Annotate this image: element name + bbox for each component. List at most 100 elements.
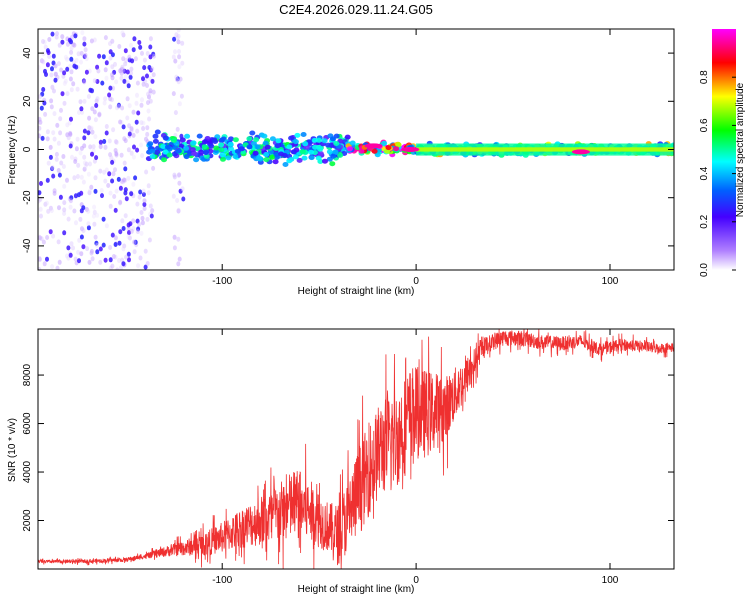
spectrogram-cell <box>125 96 130 102</box>
spectrogram-cell <box>179 93 184 99</box>
spectrogram-cell <box>122 177 126 183</box>
spectrogram-cell <box>93 117 98 123</box>
spectrogram-cell <box>122 136 127 142</box>
spectrogram-cell <box>148 88 153 94</box>
snr-y-tick-label: 4000 <box>22 460 33 483</box>
snr-frame <box>37 328 675 570</box>
spectrogram-cell <box>39 58 44 64</box>
spectrogram-cell <box>89 248 94 254</box>
spectrogram-cell <box>94 155 99 161</box>
spectrogram-cell <box>101 54 106 60</box>
spectrogram-cell <box>180 40 185 46</box>
spectrogram-cell <box>125 115 130 121</box>
spectrogram-cell <box>95 242 99 248</box>
spectrogram-cell <box>76 51 81 57</box>
spectrogram-cell <box>131 181 136 187</box>
spectrogram-cell <box>50 31 55 37</box>
spectrogram-cell <box>183 154 190 160</box>
spectrogram-cell <box>97 53 102 59</box>
spectrogram-cell <box>102 169 107 175</box>
spectrogram-cell <box>213 145 220 151</box>
spectrogram-cell <box>93 175 98 181</box>
spectrogram-cell <box>63 78 68 84</box>
spectrogram-cell <box>381 140 388 146</box>
spectrogram-cell <box>113 139 118 145</box>
spectrogram-cell <box>53 77 58 83</box>
spectrogram-cell <box>90 129 95 135</box>
spectrogram-cell <box>76 162 81 168</box>
spectrogram-cell <box>126 147 131 153</box>
spectrogram-cell <box>175 76 180 82</box>
spectrogram-cell <box>111 254 116 259</box>
spectrogram-cell <box>49 72 54 78</box>
spectrogram-cell <box>78 150 83 156</box>
spectrogram-cell <box>38 256 42 261</box>
spectrogram-cell <box>68 198 73 204</box>
spectrogram-cell <box>118 199 123 205</box>
spectrogram-cell <box>322 158 328 164</box>
spectrogram-cell <box>264 144 271 150</box>
spectrogram-cell <box>140 50 144 56</box>
spectrogram-cell <box>40 135 45 141</box>
spectrogram-cell <box>145 131 150 137</box>
spectrogram-cell <box>131 47 136 53</box>
spectrogram-cell <box>131 225 136 231</box>
spectrogram-cell <box>317 146 324 152</box>
spectrogram-cell <box>300 132 307 137</box>
spectrogram-cell <box>147 116 152 122</box>
spectrogram-cell <box>172 174 177 180</box>
spectrogram-cell <box>282 162 289 167</box>
spectrogram-cell <box>135 128 140 134</box>
spectrogram-cell <box>225 155 232 161</box>
spectrogram-cell <box>161 157 167 163</box>
spectrogram-cell <box>77 258 81 264</box>
spectrogram-cell <box>38 256 42 262</box>
spectrogram-cell <box>147 237 152 243</box>
spectrogram-cell <box>315 137 322 143</box>
spectrogram-cell <box>154 149 161 155</box>
spectrogram-cell <box>127 235 132 241</box>
spectrogram-cell <box>203 153 210 159</box>
spectrogram-cell <box>38 190 42 196</box>
spectrogram-y-tick-label: 20 <box>22 95 33 107</box>
spectrogram-cell <box>65 41 70 47</box>
spectrogram-cell <box>315 155 322 161</box>
spectrogram-cell <box>93 188 98 194</box>
spectrogram-cell <box>162 135 169 141</box>
spectrogram-cell <box>275 138 282 144</box>
spectrogram-cell <box>103 257 108 263</box>
spectrogram-cell <box>57 42 62 48</box>
spectrogram-cell <box>51 53 56 59</box>
spectrogram-cell <box>69 195 74 201</box>
spectrogram-cell <box>198 149 205 155</box>
spectrogram-cell <box>172 172 177 178</box>
spectrogram-cell <box>135 92 139 98</box>
spectrogram-cell <box>91 144 96 150</box>
spectrogram-cell <box>89 126 93 132</box>
spectrogram-cell <box>79 174 84 180</box>
spectrogram-cell <box>120 64 125 70</box>
spectrogram-cell <box>100 80 105 86</box>
spectrogram-cell <box>60 39 65 45</box>
spectrogram-cell <box>125 69 130 75</box>
spectrogram-cell <box>176 236 181 242</box>
spectrogram-cell <box>82 166 87 172</box>
spectrogram-cell <box>123 138 128 144</box>
spectrogram-cell <box>52 190 57 196</box>
spectrogram-panel: -100 0 100 -40 -20 0 20 40 Height of straight l… <box>7 28 675 297</box>
spectrogram-cell <box>116 176 121 182</box>
snr-x-tick-label: -100 <box>212 575 232 586</box>
spectrogram-hotspot <box>364 143 383 149</box>
spectrogram-cell <box>173 49 177 55</box>
spectrogram-cell <box>126 83 131 89</box>
spectrogram-cell <box>116 102 121 108</box>
spectrogram-cell <box>232 137 239 143</box>
spectrogram-cell <box>118 119 123 125</box>
spectrogram-cell <box>110 159 115 165</box>
spectrogram-cell <box>184 133 191 139</box>
spectrogram-cell <box>109 155 114 161</box>
spectrogram-cell <box>252 150 259 156</box>
spectrogram-cell <box>114 79 119 85</box>
spectrogram-cell <box>98 168 103 174</box>
spectrogram-cell <box>268 154 275 160</box>
